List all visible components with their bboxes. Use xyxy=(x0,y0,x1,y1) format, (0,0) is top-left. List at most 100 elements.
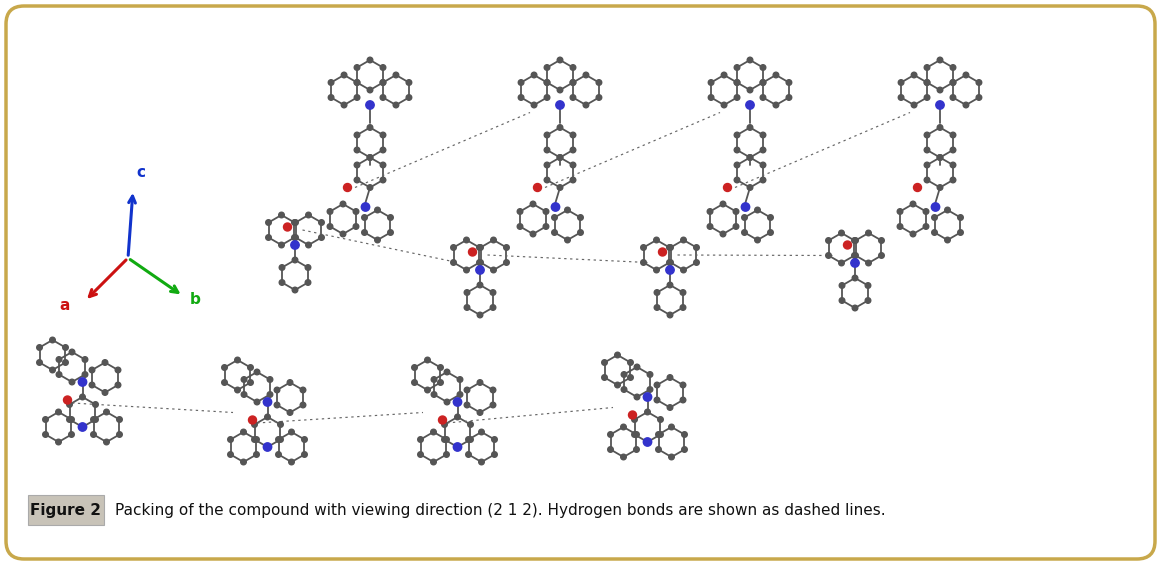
Circle shape xyxy=(117,432,122,437)
Circle shape xyxy=(431,459,437,465)
Circle shape xyxy=(274,402,280,408)
Circle shape xyxy=(647,372,652,377)
Circle shape xyxy=(866,230,871,236)
Circle shape xyxy=(91,417,96,422)
Circle shape xyxy=(254,369,260,375)
Circle shape xyxy=(545,162,550,168)
Circle shape xyxy=(340,231,346,237)
Circle shape xyxy=(476,266,484,274)
Circle shape xyxy=(70,349,74,355)
Circle shape xyxy=(899,95,904,101)
Circle shape xyxy=(518,80,524,85)
Circle shape xyxy=(760,132,766,138)
Circle shape xyxy=(301,402,305,408)
Circle shape xyxy=(439,416,447,424)
Circle shape xyxy=(654,267,659,273)
Circle shape xyxy=(464,402,470,408)
Circle shape xyxy=(82,372,88,377)
Circle shape xyxy=(734,177,740,183)
Circle shape xyxy=(950,65,956,70)
Circle shape xyxy=(545,65,550,70)
Circle shape xyxy=(767,215,773,220)
Circle shape xyxy=(466,451,471,457)
Circle shape xyxy=(668,245,673,250)
Circle shape xyxy=(490,305,496,310)
Circle shape xyxy=(950,162,956,168)
Circle shape xyxy=(275,451,281,457)
Circle shape xyxy=(668,260,673,266)
Circle shape xyxy=(455,414,460,420)
Circle shape xyxy=(412,380,417,385)
Circle shape xyxy=(264,398,272,406)
Circle shape xyxy=(720,231,726,237)
Circle shape xyxy=(367,155,373,160)
Circle shape xyxy=(937,155,943,160)
Circle shape xyxy=(354,95,360,101)
Circle shape xyxy=(748,185,752,190)
Circle shape xyxy=(388,230,394,235)
Circle shape xyxy=(634,364,640,370)
Circle shape xyxy=(760,65,766,70)
Circle shape xyxy=(601,360,607,366)
Circle shape xyxy=(37,345,42,350)
Circle shape xyxy=(583,72,589,78)
Circle shape xyxy=(551,215,557,220)
Circle shape xyxy=(545,80,550,85)
Circle shape xyxy=(444,451,449,457)
Circle shape xyxy=(545,177,550,183)
Circle shape xyxy=(117,417,122,422)
Circle shape xyxy=(786,95,792,101)
Circle shape xyxy=(418,451,424,457)
Circle shape xyxy=(478,429,484,435)
Circle shape xyxy=(305,264,311,270)
Circle shape xyxy=(66,417,72,422)
Circle shape xyxy=(394,102,398,108)
Circle shape xyxy=(468,437,474,442)
Circle shape xyxy=(879,253,885,258)
Circle shape xyxy=(534,184,541,192)
Circle shape xyxy=(557,185,563,190)
Circle shape xyxy=(222,364,228,370)
Circle shape xyxy=(50,337,56,343)
Circle shape xyxy=(924,177,930,183)
Circle shape xyxy=(680,397,686,403)
Circle shape xyxy=(517,224,522,229)
Circle shape xyxy=(668,375,673,380)
Circle shape xyxy=(760,177,766,183)
Circle shape xyxy=(657,417,663,422)
Circle shape xyxy=(755,237,760,243)
Circle shape xyxy=(621,424,626,430)
Circle shape xyxy=(367,87,373,93)
Circle shape xyxy=(279,242,284,248)
Circle shape xyxy=(545,147,550,153)
Circle shape xyxy=(463,237,469,243)
Circle shape xyxy=(56,409,62,415)
Circle shape xyxy=(478,459,484,465)
Circle shape xyxy=(773,102,779,108)
Circle shape xyxy=(504,245,510,250)
Circle shape xyxy=(634,394,640,400)
Circle shape xyxy=(453,443,462,451)
Circle shape xyxy=(490,402,496,408)
Circle shape xyxy=(89,367,95,373)
Circle shape xyxy=(287,410,293,415)
Circle shape xyxy=(745,101,755,109)
Circle shape xyxy=(669,454,675,460)
Circle shape xyxy=(976,80,982,85)
Circle shape xyxy=(354,65,360,70)
Circle shape xyxy=(643,438,651,446)
Circle shape xyxy=(680,382,686,388)
Circle shape xyxy=(680,305,686,310)
Circle shape xyxy=(910,231,916,237)
Circle shape xyxy=(491,237,496,243)
Circle shape xyxy=(937,87,943,93)
Circle shape xyxy=(388,215,394,220)
Circle shape xyxy=(734,162,740,168)
Circle shape xyxy=(825,238,831,244)
Circle shape xyxy=(755,207,760,213)
Circle shape xyxy=(865,298,871,303)
Circle shape xyxy=(354,80,360,85)
Circle shape xyxy=(70,379,74,385)
Circle shape xyxy=(380,80,385,85)
Circle shape xyxy=(354,147,360,153)
